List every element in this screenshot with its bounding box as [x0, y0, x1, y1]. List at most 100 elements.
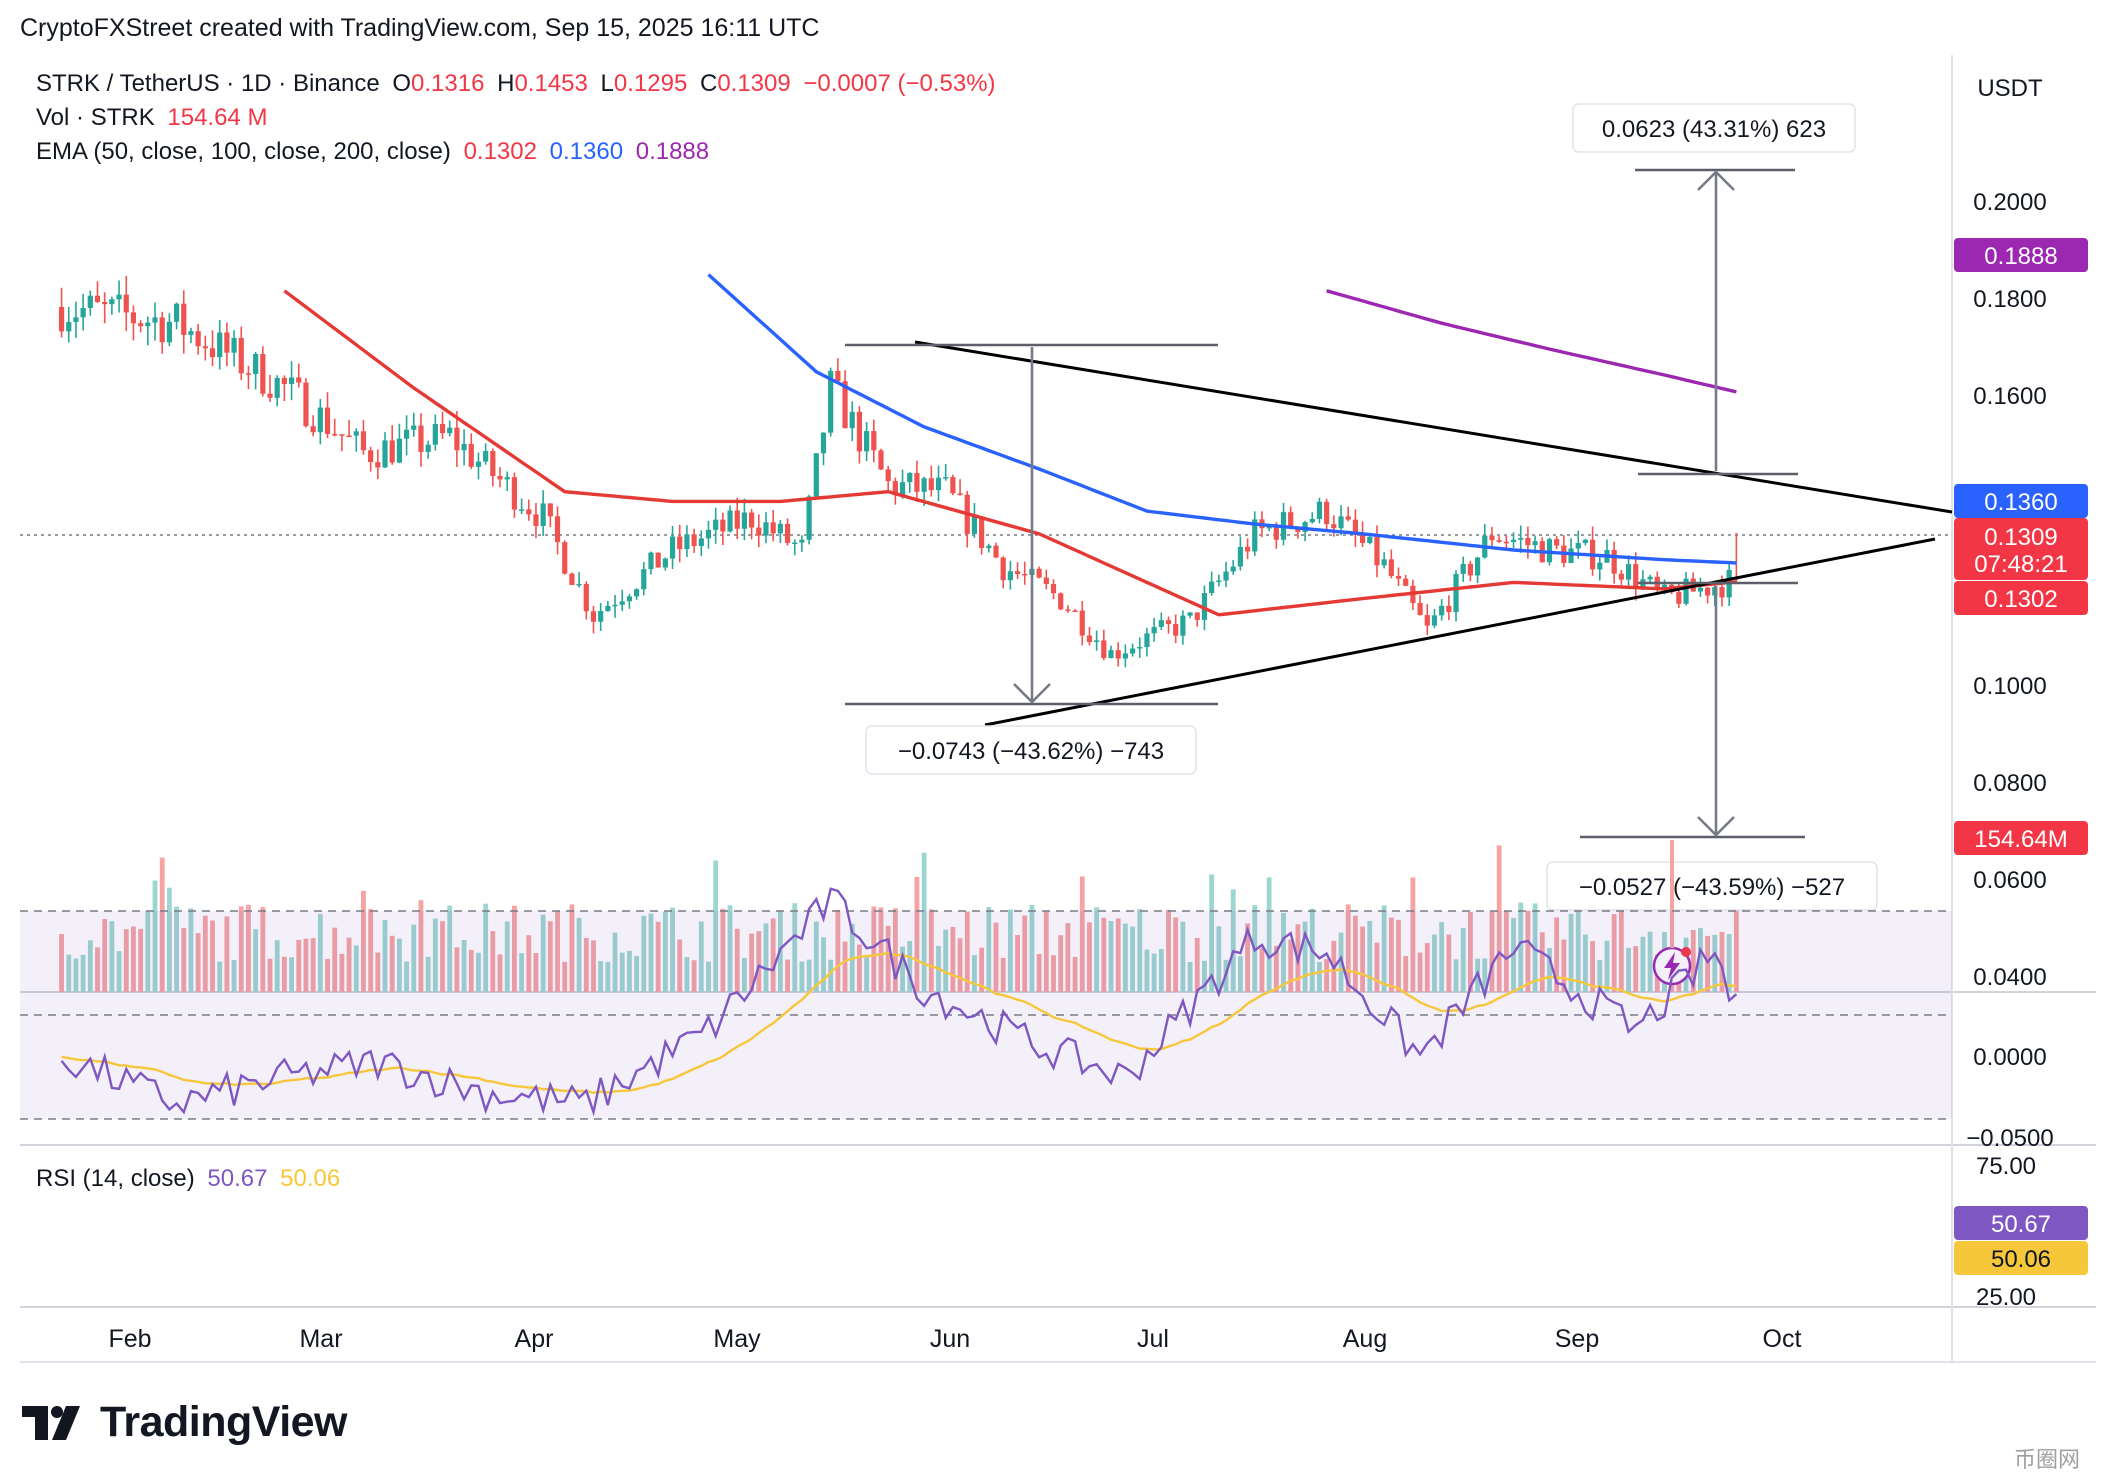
- close-label: C: [699, 70, 718, 97]
- low-value: 0.1295: [613, 70, 688, 97]
- candle-body: [547, 503, 553, 517]
- volume-bar: [296, 939, 302, 992]
- volume-bar: [684, 957, 690, 992]
- candle-body: [1187, 612, 1193, 616]
- volume-bar: [1468, 911, 1473, 992]
- volume-bar: [310, 938, 316, 992]
- candle-body: [447, 427, 453, 434]
- candle-body: [1374, 536, 1380, 566]
- rsi-ma-tag-bg: [1954, 1241, 2088, 1275]
- volume-bar: [972, 955, 977, 992]
- candle-body: [1101, 640, 1107, 659]
- tradingview-logo[interactable]: TradingView: [22, 1398, 348, 1447]
- candle-body: [1316, 501, 1323, 519]
- volume-bar: [195, 933, 201, 992]
- candle-body: [346, 435, 352, 438]
- volume-bar: [1108, 921, 1114, 992]
- volume-bar: [526, 935, 532, 992]
- volume-bar: [1618, 908, 1624, 992]
- measure-label-left: −0.0743 (−43.62%) −743: [865, 725, 1197, 775]
- volume-bar: [627, 950, 632, 992]
- volume-bar: [1719, 932, 1725, 992]
- volume-bar: [1352, 915, 1358, 992]
- volume-bar: [267, 958, 273, 992]
- symbol-legend: STRK / TetherUS · 1D · Binance O0.1316 H…: [36, 70, 1002, 98]
- candle-body: [979, 516, 985, 549]
- candle-body: [87, 295, 93, 308]
- candle-body: [1525, 537, 1531, 546]
- volume-bar: [1432, 934, 1437, 992]
- candle-body: [504, 477, 510, 480]
- volume-bar: [1446, 934, 1452, 992]
- candle-body: [1137, 646, 1143, 649]
- candle-body: [1151, 626, 1157, 634]
- candle-body: [1403, 578, 1409, 586]
- candle-body: [763, 522, 769, 536]
- alert-dot: [1681, 947, 1691, 957]
- candle-body: [820, 432, 827, 454]
- measure-label-top-box: [1572, 103, 1856, 153]
- candle-body: [353, 431, 359, 436]
- volume-bar: [1237, 956, 1243, 992]
- measure-label-top: 0.0623 (43.31%) 623: [1572, 103, 1856, 153]
- candle-body: [310, 426, 316, 433]
- candle-body: [1237, 546, 1243, 567]
- candle-body: [490, 451, 496, 476]
- candle-body: [1388, 559, 1394, 576]
- volume-bar: [842, 941, 848, 992]
- ema-legend: EMA (50, close, 100, close, 200, close) …: [36, 138, 715, 166]
- ema-line-2: [707, 273, 1737, 565]
- volume-bar: [1590, 941, 1596, 992]
- candle-body: [1647, 576, 1653, 580]
- candle-body: [1000, 557, 1006, 581]
- ema-lines: [283, 273, 1737, 617]
- volume-bar: [785, 959, 790, 992]
- candle-body: [1625, 564, 1632, 580]
- volume-bar: [181, 927, 187, 992]
- candle-body: [648, 552, 654, 570]
- candle-body: [468, 443, 474, 467]
- candle-body: [403, 429, 410, 439]
- candle-body: [605, 605, 611, 612]
- candle-body: [1554, 539, 1560, 546]
- candle-body: [296, 377, 302, 383]
- volume-bar: [713, 860, 719, 992]
- candle-body: [1050, 583, 1057, 594]
- volume-bar: [957, 938, 963, 992]
- candle-body: [590, 611, 597, 622]
- candle-body: [921, 478, 927, 492]
- candle-body: [1194, 612, 1200, 620]
- candle-body: [770, 522, 776, 534]
- candle-body: [224, 332, 230, 353]
- volume-bar: [1626, 947, 1631, 992]
- volume-bar: [332, 927, 338, 992]
- candle-body: [1359, 534, 1366, 543]
- candle-body: [1273, 526, 1279, 540]
- candle-body: [526, 509, 532, 515]
- candle-body: [317, 407, 323, 433]
- price-tick: 0.0400: [1973, 964, 2046, 991]
- candle-body: [274, 377, 280, 398]
- volume-bar: [425, 956, 431, 992]
- candle-body: [842, 381, 848, 429]
- volume-bar: [662, 911, 668, 992]
- volume-bar: [66, 954, 72, 992]
- candle-body: [1108, 650, 1114, 659]
- price-tick: 0.1000: [1973, 673, 2046, 700]
- candle-body: [1180, 615, 1186, 636]
- candle-body: [1244, 546, 1251, 552]
- candle-body: [159, 317, 165, 343]
- close-tag-price: 0.1309: [1984, 524, 2057, 551]
- candle-body: [569, 573, 575, 585]
- volume-bar: [612, 932, 618, 992]
- candle-body: [267, 393, 273, 398]
- volume-bar: [907, 940, 913, 992]
- month-label-feb: Feb: [108, 1325, 151, 1353]
- volume-bar: [1705, 935, 1711, 992]
- candle-body: [1697, 587, 1704, 592]
- volume-tag-bg: [1954, 821, 2088, 855]
- volume-bar: [792, 903, 798, 992]
- volume-bar: [238, 906, 244, 992]
- candle-body: [375, 462, 381, 468]
